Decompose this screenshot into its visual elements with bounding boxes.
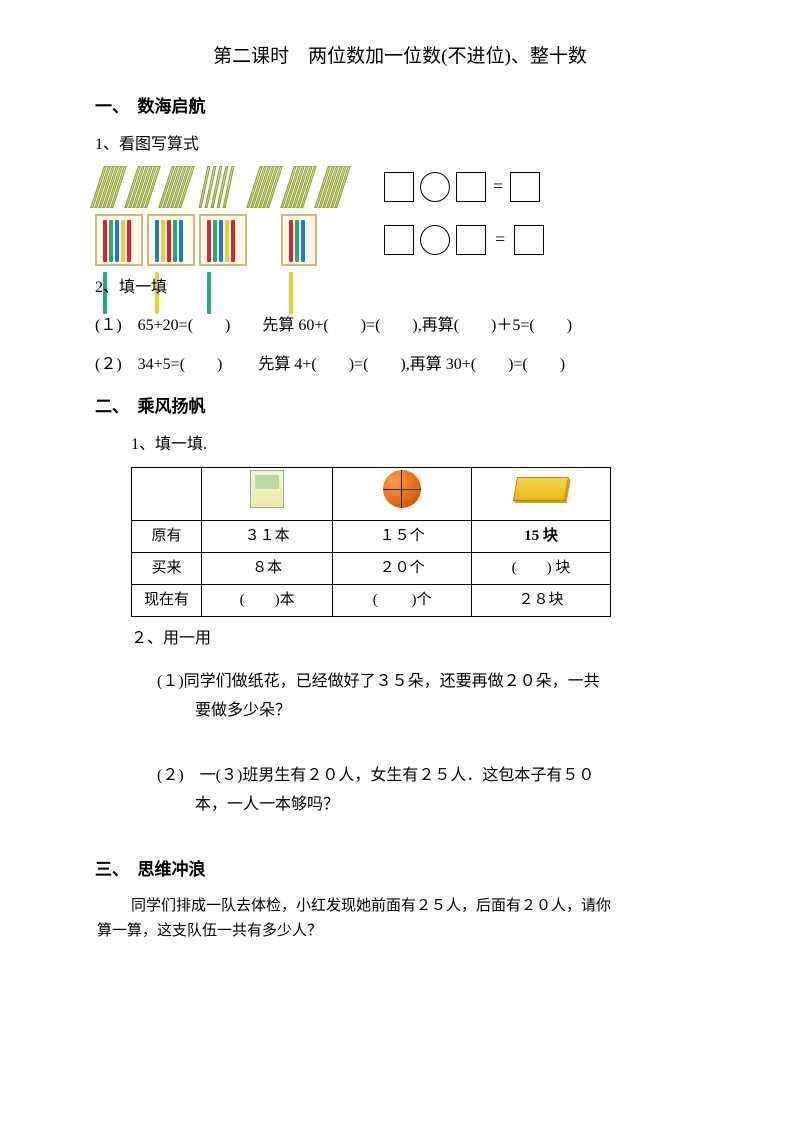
section-3-head: 三、 思维冲浪: [95, 855, 705, 886]
basketball-icon: [383, 470, 421, 508]
q1-2-label: 2、填一填: [95, 274, 705, 303]
pencil-box-icon: [147, 214, 195, 266]
figure-row-2: =: [95, 214, 705, 266]
word-problem-3a: 同学们排成一队去体检，小红发现她前面有２５人，后面有２０人，请你: [131, 894, 705, 920]
blank-square[interactable]: [384, 225, 414, 255]
section-2-head: 二、 乘风扬帆: [95, 392, 705, 423]
pencil-box-icon: [199, 214, 247, 266]
figure-row-1: =: [95, 166, 705, 208]
equation-blank-1: =: [381, 170, 543, 202]
page-title: 第二课时 两位数加一位数(不进位)、整十数: [95, 40, 705, 74]
q2-2-label: ２、用一用: [131, 625, 705, 654]
word-problem-2a: (２) 一(３)班男生有２０人，女生有２５人．这包本子有５０: [157, 762, 705, 791]
table-cell[interactable]: ( ) 块: [472, 553, 611, 585]
blank-square[interactable]: [456, 225, 486, 255]
blank-square[interactable]: [456, 172, 486, 202]
blank-circle[interactable]: [420, 225, 450, 255]
word-problem-3b: 算一算，这支队伍一共有多少人？: [97, 919, 705, 945]
table-cell: ８本: [202, 553, 333, 585]
row-label: 买来: [132, 553, 202, 585]
fill-line-2: (２) 34+5=( ) 先算 4+( )=( ),再算 30+( )=( ): [95, 351, 705, 380]
table-cell: ２０个: [333, 553, 472, 585]
blank-circle[interactable]: [420, 172, 450, 202]
table-cell: ２８块: [472, 585, 611, 617]
table-cell[interactable]: ( )本: [202, 585, 333, 617]
word-problem-1b: 要做多少朵？: [195, 697, 705, 726]
blank-square[interactable]: [510, 172, 540, 202]
data-table: 原有 ３１本 １５个 15 块 买来 ８本 ２０个 ( ) 块 现在有 ( )本…: [131, 467, 611, 617]
row-label: 原有: [132, 521, 202, 553]
blank-square[interactable]: [514, 225, 544, 255]
blank-square[interactable]: [384, 172, 414, 202]
pencil-box-icon: [281, 214, 317, 266]
word-problem-2b: 本，一人一本够吗？: [195, 791, 705, 820]
q2-1-label: 1、填一填.: [131, 431, 705, 460]
equals-sign: =: [493, 170, 503, 202]
table-cell[interactable]: ( )个: [333, 585, 472, 617]
table-cell: １５个: [333, 521, 472, 553]
fill-line-1: (１) 65+20=( ) 先算 60+( )=( ),再算( )＋5=( ): [95, 312, 705, 341]
row-label: 现在有: [132, 585, 202, 617]
equals-sign: =: [495, 223, 505, 255]
q1-1-label: 1、看图写算式: [95, 131, 705, 160]
table-cell: ３１本: [202, 521, 333, 553]
eraser-icon: [513, 477, 569, 501]
book-icon: [250, 470, 284, 508]
table-cell: 15 块: [472, 521, 611, 553]
equation-blank-2: =: [381, 223, 547, 255]
pencil-box-icon: [95, 214, 143, 266]
section-1-head: 一、 数海启航: [95, 92, 705, 123]
word-problem-1a: (１)同学们做纸花，已经做好了３５朵，还要再做２０朵，一共: [157, 668, 705, 697]
